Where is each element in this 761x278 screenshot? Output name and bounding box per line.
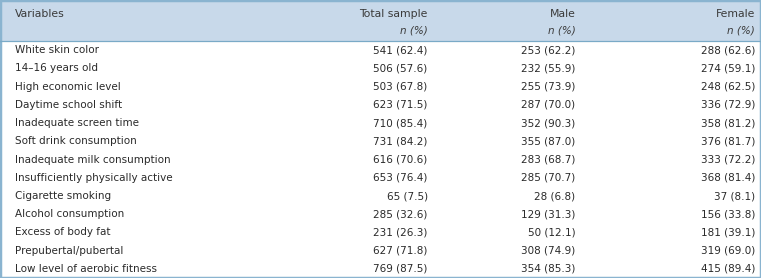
Text: 336 (72.9): 336 (72.9) <box>701 100 755 110</box>
Text: 616 (70.6): 616 (70.6) <box>374 155 428 165</box>
Text: 352 (90.3): 352 (90.3) <box>521 118 575 128</box>
Text: 376 (81.7): 376 (81.7) <box>701 136 755 146</box>
Text: 65 (7.5): 65 (7.5) <box>387 191 428 201</box>
Text: Variables: Variables <box>15 9 65 19</box>
Text: 623 (71.5): 623 (71.5) <box>374 100 428 110</box>
Text: 653 (76.4): 653 (76.4) <box>374 173 428 183</box>
Text: 28 (6.8): 28 (6.8) <box>534 191 575 201</box>
Text: 710 (85.4): 710 (85.4) <box>374 118 428 128</box>
Text: 255 (73.9): 255 (73.9) <box>521 82 575 92</box>
Text: High economic level: High economic level <box>15 82 121 92</box>
Text: Daytime school shift: Daytime school shift <box>15 100 123 110</box>
Text: 415 (89.4): 415 (89.4) <box>701 264 755 274</box>
Text: 354 (85.3): 354 (85.3) <box>521 264 575 274</box>
Text: Male: Male <box>549 9 575 19</box>
Text: 319 (69.0): 319 (69.0) <box>701 246 755 256</box>
Text: 50 (12.1): 50 (12.1) <box>527 227 575 237</box>
Text: Alcohol consumption: Alcohol consumption <box>15 209 125 219</box>
Text: 355 (87.0): 355 (87.0) <box>521 136 575 146</box>
Text: 232 (55.9): 232 (55.9) <box>521 63 575 73</box>
Text: Insufficiently physically active: Insufficiently physically active <box>15 173 173 183</box>
Text: 731 (84.2): 731 (84.2) <box>374 136 428 146</box>
Text: 274 (59.1): 274 (59.1) <box>701 63 755 73</box>
Text: 358 (81.2): 358 (81.2) <box>701 118 755 128</box>
Text: Excess of body fat: Excess of body fat <box>15 227 110 237</box>
Text: Prepubertal/pubertal: Prepubertal/pubertal <box>15 246 123 256</box>
Text: 129 (31.3): 129 (31.3) <box>521 209 575 219</box>
Text: Inadequate milk consumption: Inadequate milk consumption <box>15 155 171 165</box>
Text: 156 (33.8): 156 (33.8) <box>701 209 755 219</box>
Text: 368 (81.4): 368 (81.4) <box>701 173 755 183</box>
Text: n (%): n (%) <box>728 26 755 36</box>
Text: Inadequate screen time: Inadequate screen time <box>15 118 139 128</box>
Bar <box>0 0 761 41</box>
Text: 288 (62.6): 288 (62.6) <box>701 45 755 55</box>
Text: 541 (62.4): 541 (62.4) <box>374 45 428 55</box>
Text: White skin color: White skin color <box>15 45 99 55</box>
Text: Total sample: Total sample <box>359 9 428 19</box>
Text: 231 (26.3): 231 (26.3) <box>374 227 428 237</box>
Text: 181 (39.1): 181 (39.1) <box>701 227 755 237</box>
Text: 285 (70.7): 285 (70.7) <box>521 173 575 183</box>
Text: Soft drink consumption: Soft drink consumption <box>15 136 137 146</box>
Text: 285 (32.6): 285 (32.6) <box>374 209 428 219</box>
Bar <box>0 41 761 278</box>
Text: 253 (62.2): 253 (62.2) <box>521 45 575 55</box>
Text: 37 (8.1): 37 (8.1) <box>714 191 755 201</box>
Text: 627 (71.8): 627 (71.8) <box>374 246 428 256</box>
Text: 287 (70.0): 287 (70.0) <box>521 100 575 110</box>
Text: 769 (87.5): 769 (87.5) <box>374 264 428 274</box>
Text: Cigarette smoking: Cigarette smoking <box>15 191 111 201</box>
Text: 248 (62.5): 248 (62.5) <box>701 82 755 92</box>
Text: 283 (68.7): 283 (68.7) <box>521 155 575 165</box>
Text: Low level of aerobic fitness: Low level of aerobic fitness <box>15 264 158 274</box>
Text: 14–16 years old: 14–16 years old <box>15 63 98 73</box>
Text: Female: Female <box>715 9 755 19</box>
Text: n (%): n (%) <box>400 26 428 36</box>
Text: n (%): n (%) <box>548 26 575 36</box>
Text: 333 (72.2): 333 (72.2) <box>701 155 755 165</box>
Text: 503 (67.8): 503 (67.8) <box>374 82 428 92</box>
Text: 506 (57.6): 506 (57.6) <box>374 63 428 73</box>
Text: 308 (74.9): 308 (74.9) <box>521 246 575 256</box>
